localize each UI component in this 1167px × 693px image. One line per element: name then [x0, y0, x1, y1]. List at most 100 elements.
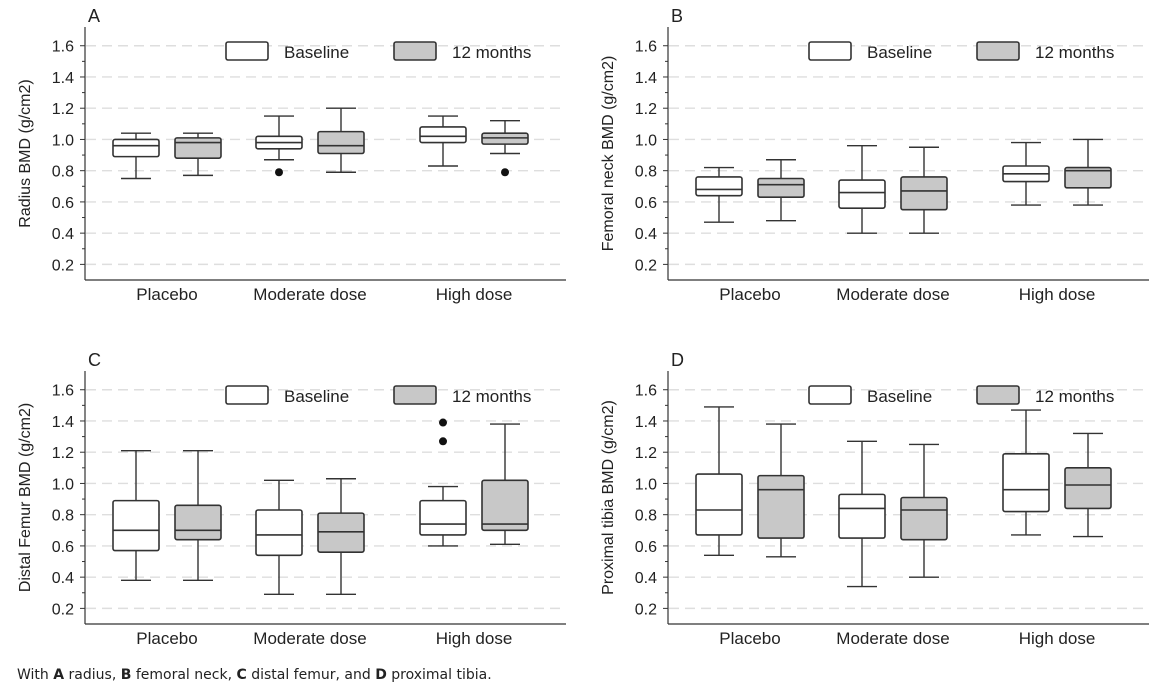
caption-text-b: femoral neck,: [131, 667, 237, 683]
caption-letter-a: A: [53, 667, 65, 683]
box-12-months-high-dose: [1064, 138, 1112, 206]
box-baseline-moderate-dose: [255, 479, 303, 596]
x-tick-label: Placebo: [136, 285, 197, 304]
box-iqr: [481, 479, 529, 532]
caption-letter-c: C: [236, 667, 247, 683]
chart-panel-d: D 0.2 0.4 0.6 0.8 1.0 1.2 1.4 1.6 Proximal tibia …: [600, 350, 1149, 648]
y-tick-label: 1.0: [635, 132, 657, 149]
legend-swatch-baseline: [225, 41, 269, 61]
y-tick-label: 0.2: [635, 257, 657, 274]
legend-swatch-12-months: [976, 385, 1020, 405]
legend-swatch-baseline: [808, 41, 852, 61]
y-tick-label: 0.2: [635, 601, 657, 618]
legend: Baseline 12 months: [225, 385, 531, 406]
y-tick-label: 0.6: [52, 195, 74, 212]
panel-label: A: [88, 6, 100, 26]
box-12-months-placebo: [174, 132, 222, 177]
y-tick-label: 0.6: [52, 539, 74, 556]
caption-text-d: proximal tibia.: [386, 667, 492, 683]
y-tick-label: 1.2: [52, 445, 74, 462]
legend-label-baseline: Baseline: [867, 43, 932, 62]
chart-panel-b: B 0.2 0.4 0.6 0.8 1.0 1.2 1.4 1.6 Femoral neck BM…: [600, 6, 1149, 304]
x-tick-label: Moderate dose: [836, 285, 949, 304]
legend-label-baseline: Baseline: [867, 387, 932, 406]
box-12-months-moderate-dose: [317, 478, 365, 596]
box-iqr: [757, 474, 805, 539]
box-iqr: [900, 176, 948, 211]
y-tick-label: 1.6: [52, 39, 74, 56]
legend-swatch-12-months: [976, 41, 1020, 61]
box-iqr: [838, 493, 886, 539]
box-iqr: [900, 496, 948, 541]
box-baseline-high-dose: [419, 115, 467, 167]
legend-label-12-months: 12 months: [452, 43, 531, 62]
x-tick-label: High dose: [1019, 285, 1096, 304]
x-tick-label: High dose: [436, 285, 513, 304]
legend-label-baseline: Baseline: [284, 43, 349, 62]
x-tick-label: Moderate dose: [253, 285, 366, 304]
y-tick-label: 0.8: [52, 164, 74, 181]
box-baseline-high-dose: [1002, 409, 1050, 536]
box-baseline-placebo: [695, 166, 743, 223]
x-tick-label: High dose: [436, 629, 513, 648]
box-iqr: [695, 176, 743, 197]
box-iqr: [255, 509, 303, 557]
panel-label: B: [671, 6, 683, 26]
y-tick-label: 0.4: [635, 226, 657, 243]
x-tick-label: High dose: [1019, 629, 1096, 648]
y-tick-label: 1.0: [52, 132, 74, 149]
box-iqr: [112, 138, 160, 158]
box-12-months-high-dose: [481, 423, 529, 546]
y-tick-label: 1.4: [635, 70, 657, 87]
y-tick-label: 0.4: [52, 570, 74, 587]
box-iqr: [1002, 452, 1050, 513]
box-baseline-moderate-dose: [255, 115, 303, 177]
y-tick-label: 0.8: [635, 164, 657, 181]
y-tick-label: 0.2: [52, 601, 74, 618]
x-tick-label: Placebo: [136, 629, 197, 648]
y-tick-label: 1.6: [52, 383, 74, 400]
legend: Baseline 12 months: [225, 41, 531, 62]
legend-label-12-months: 12 months: [452, 387, 531, 406]
y-tick-label: 0.2: [52, 257, 74, 274]
chart-panel-c: C 0.2 0.4 0.6 0.8 1.0 1.2 1.4 1.6 Distal Femur BM…: [17, 350, 566, 648]
box-baseline-moderate-dose: [838, 440, 886, 588]
box-iqr: [174, 504, 222, 541]
y-tick-label: 1.2: [635, 101, 657, 118]
box-baseline-high-dose: [419, 418, 467, 547]
y-axis-label: Femoral neck BMD (g/cm2): [600, 56, 617, 252]
y-tick-label: 0.8: [635, 508, 657, 525]
caption-letter-d: D: [375, 667, 387, 683]
y-axis-label: Radius BMD (g/cm2): [17, 79, 34, 227]
panel-label: C: [88, 350, 101, 370]
figure: A 0.2 0.4 0.6 0.8 1.0 1.2 1.4 1.6 Radius BMD (g/c…: [17, 6, 1149, 648]
box-iqr: [174, 137, 222, 159]
outlier-point: [501, 168, 509, 177]
box-12-months-placebo: [174, 449, 222, 581]
box-12-months-high-dose: [481, 120, 529, 177]
y-tick-label: 1.0: [635, 476, 657, 493]
panel-label: D: [671, 350, 684, 370]
legend-swatch-12-months: [393, 385, 437, 405]
y-tick-label: 0.4: [52, 226, 74, 243]
y-tick-label: 0.6: [635, 195, 657, 212]
y-tick-label: 1.6: [635, 39, 657, 56]
chart-panel-a: A 0.2 0.4 0.6 0.8 1.0 1.2 1.4 1.6 Radius BMD (g/c…: [17, 6, 566, 304]
legend-label-baseline: Baseline: [284, 387, 349, 406]
x-tick-label: Moderate dose: [253, 629, 366, 648]
x-tick-label: Placebo: [719, 629, 780, 648]
x-tick-label: Moderate dose: [836, 629, 949, 648]
y-tick-label: 1.6: [635, 383, 657, 400]
y-tick-label: 1.0: [52, 476, 74, 493]
y-axis-label: Distal Femur BMD (g/cm2): [17, 403, 34, 592]
y-tick-label: 1.4: [52, 70, 74, 87]
box-12-months-high-dose: [1064, 432, 1112, 538]
box-baseline-placebo: [112, 132, 160, 180]
y-tick-label: 1.2: [635, 445, 657, 462]
caption-text-c: distal femur, and: [246, 667, 376, 683]
legend-swatch-12-months: [393, 41, 437, 61]
box-iqr: [317, 130, 365, 155]
legend-label-12-months: 12 months: [1035, 43, 1114, 62]
box-12-months-moderate-dose: [900, 146, 948, 234]
outlier-point: [275, 168, 283, 177]
